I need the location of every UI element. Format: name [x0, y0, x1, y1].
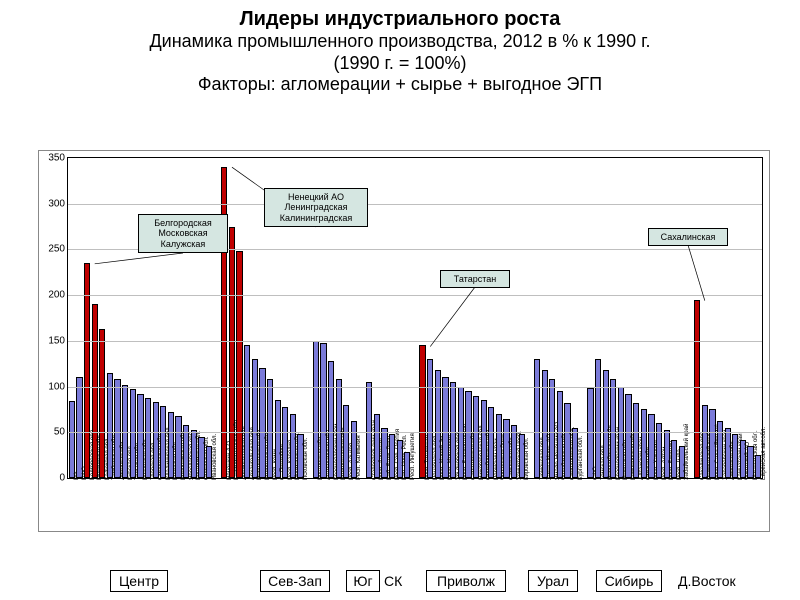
- chart-container: РФЦФОБелгородская обл.Московская обл.Кал…: [38, 150, 770, 532]
- region-label: Центр: [110, 570, 168, 592]
- x-label: Псковская обл.: [303, 438, 309, 480]
- title: Лидеры индустриального роста: [10, 8, 790, 31]
- callout: Татарстан: [440, 270, 510, 288]
- subtitle-3: Факторы: агломерации + сырье + выгодное …: [10, 74, 790, 96]
- x-label: Респ. Калмыкия: [356, 435, 362, 480]
- callout-text: Ненецкий АО: [270, 192, 362, 202]
- grid-line: [68, 204, 762, 205]
- callout-text: Татарстан: [446, 274, 504, 284]
- bar: [69, 401, 75, 478]
- bars-layer: РФЦФОБелгородская обл.Московская обл.Кал…: [68, 158, 762, 478]
- y-tick: 300: [48, 198, 68, 209]
- region-labels: Центр Сев-Зап ЮгСК Приволж Урал Сибирь Д.Восто…: [38, 570, 768, 594]
- x-label: Кировская обл.: [524, 438, 530, 480]
- y-tick: 100: [48, 381, 68, 392]
- callout-text: Белгородская: [144, 218, 222, 228]
- x-label: Ивановская обл.: [212, 434, 218, 480]
- y-tick: 50: [54, 427, 68, 438]
- callout: Ненецкий АОЛенинградскаяКалининградская: [264, 188, 368, 227]
- grid-line: [68, 295, 762, 296]
- plot-area: РФЦФОБелгородская обл.Московская обл.Кал…: [67, 157, 763, 479]
- callout-text: Сахалинская: [654, 232, 722, 242]
- region-label: Приволж: [426, 570, 506, 592]
- subtitle-2: (1990 г. = 100%): [10, 53, 790, 75]
- grid-line: [68, 432, 762, 433]
- y-tick: 200: [48, 290, 68, 301]
- y-tick: 350: [48, 153, 68, 164]
- x-label: Еврейская авт.обл.: [761, 427, 767, 480]
- y-tick: 250: [48, 244, 68, 255]
- grid-line: [68, 387, 762, 388]
- region-label: Сибирь: [596, 570, 662, 592]
- callout-text: Московская: [144, 228, 222, 238]
- region-label: Урал: [528, 570, 578, 592]
- callout-text: Ленинградская: [270, 202, 362, 212]
- region-label: Сев-Зап: [260, 570, 330, 592]
- grid-line: [68, 341, 762, 342]
- callout-text: Калужская: [144, 239, 222, 249]
- region-label: СК: [384, 570, 414, 592]
- callout: Сахалинская: [648, 228, 728, 246]
- region-label: Д.Восток: [678, 570, 758, 592]
- region-label: Юг: [346, 570, 380, 592]
- y-tick: 0: [59, 473, 68, 484]
- callout: БелгородскаяМосковскаяКалужская: [138, 214, 228, 253]
- x-label: Респ. Ингушетия: [410, 433, 416, 480]
- slide: Лидеры индустриального роста Динамика пр…: [0, 0, 800, 600]
- callout-text: Калининградская: [270, 213, 362, 223]
- subtitle-1: Динамика промышленного производства, 201…: [10, 31, 790, 53]
- y-tick: 150: [48, 335, 68, 346]
- bar: [76, 377, 82, 478]
- x-label: Курганская обл.: [578, 436, 584, 480]
